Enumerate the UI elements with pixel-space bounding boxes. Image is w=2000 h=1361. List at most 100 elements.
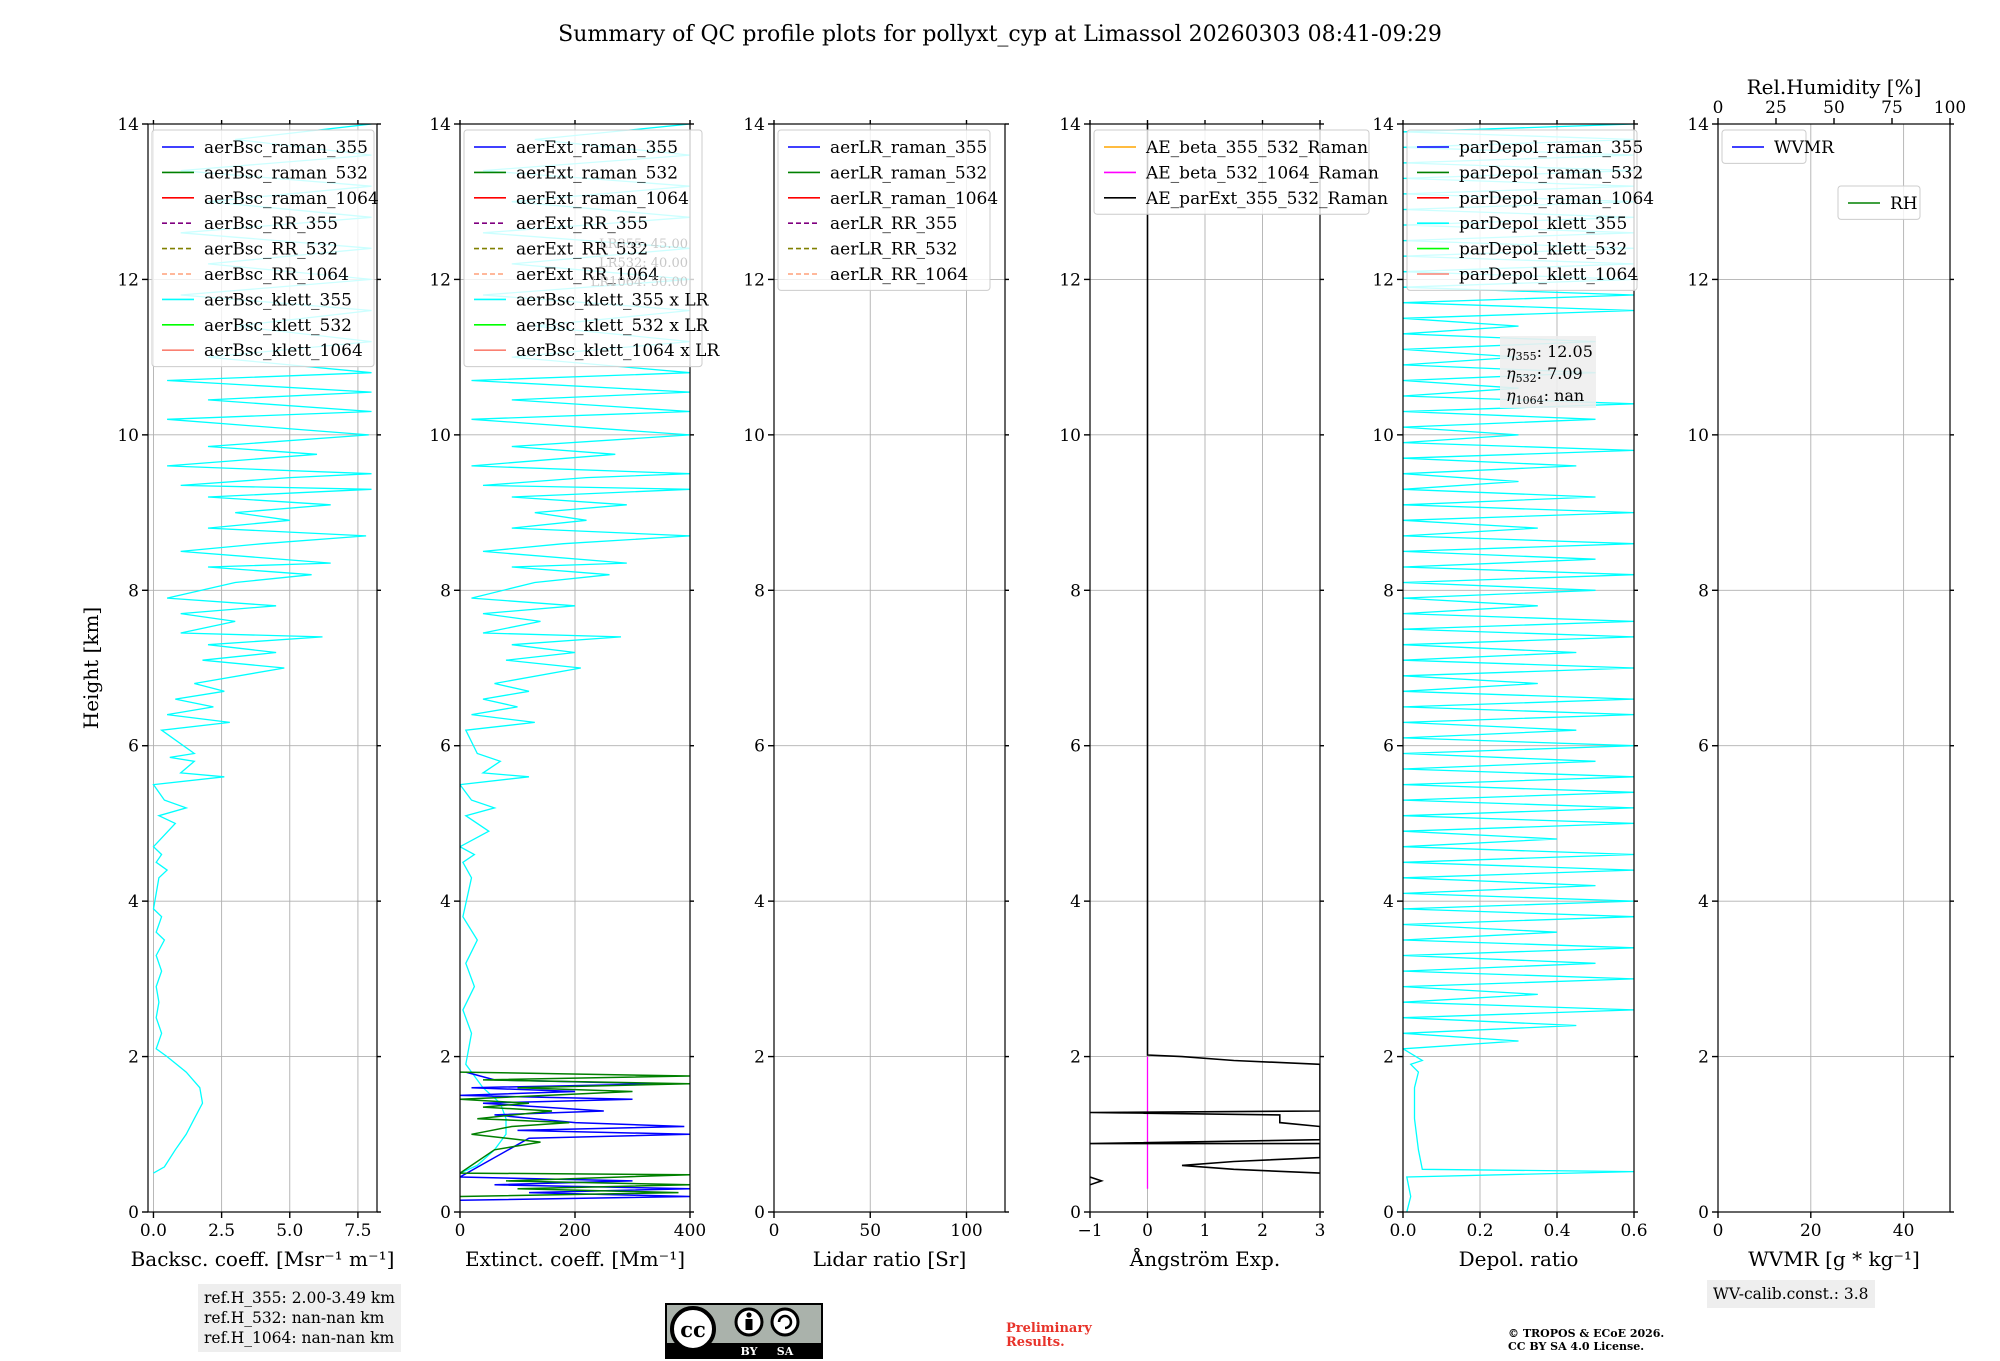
panel-depol: 0 2 4 6 8 10 12 14 0.0 0.2 0.4 0.6 Depol. ratio parDe… bbox=[1372, 115, 1654, 1271]
eta-annotation: η355: 12.05 bbox=[1506, 342, 1593, 363]
panel-backscatter: 0 2 4 6 8 10 12 14 0.0 2.5 5.0 7.5 Backsc. coeff. [M… bbox=[117, 115, 394, 1271]
ytick-label: 2 bbox=[754, 1048, 765, 1068]
x-axis-label: Depol. ratio bbox=[1459, 1247, 1579, 1271]
legend-depol: parDepol_raman_355 parDepol_raman_532 parD… bbox=[1406, 129, 1654, 291]
legend-wvmr: WVMR bbox=[1721, 129, 1835, 164]
eta-box-bg bbox=[1500, 336, 1596, 408]
legend-label: aerBsc_raman_355 bbox=[204, 138, 368, 158]
eta-value: : nan bbox=[1544, 386, 1585, 405]
ytick-label: 8 bbox=[440, 581, 451, 601]
legend-label: parDepol_klett_1064 bbox=[1459, 265, 1638, 285]
ytick-label: 4 bbox=[1070, 892, 1081, 912]
ytick-label: 8 bbox=[1383, 581, 1394, 601]
ytick-label: 12 bbox=[117, 270, 139, 290]
legend-label: aerBsc_klett_355 bbox=[204, 290, 352, 310]
legend-label: aerBsc_klett_532 x LR bbox=[516, 316, 710, 336]
eta-symbol: η bbox=[1506, 364, 1516, 383]
ytick-label: 6 bbox=[440, 737, 451, 757]
ytick-label: 14 bbox=[1372, 115, 1394, 135]
preliminary-note: Preliminary Results. bbox=[1006, 1322, 1092, 1350]
preliminary-line-2: Results. bbox=[1006, 1335, 1065, 1350]
ytick-label: 12 bbox=[1372, 270, 1394, 290]
legend-label: aerBsc_raman_532 bbox=[204, 163, 368, 183]
legend-label: parDepol_klett_532 bbox=[1459, 240, 1627, 260]
eta-value: : 12.05 bbox=[1537, 342, 1593, 361]
ytick-label: 14 bbox=[1687, 115, 1709, 135]
x-axis-label: Extinct. coeff. [Mm⁻¹] bbox=[465, 1247, 685, 1271]
legend-backscatter: aerBsc_raman_355 aerBsc_raman_532 aerBsc_r… bbox=[151, 129, 379, 368]
wv-calib-box: WV-calib.const.: 3.8 bbox=[1707, 1280, 1875, 1308]
legend-label: aerLR_RR_355 bbox=[830, 214, 957, 234]
eta-symbol: η bbox=[1506, 342, 1516, 361]
legend-label: aerBsc_klett_355 x LR bbox=[516, 290, 710, 310]
legend-label: aerLR_RR_1064 bbox=[830, 265, 968, 285]
ref-height-1064: ref.H_1064: nan-nan km bbox=[204, 1329, 395, 1347]
x-axis-label: WVMR [g * kg⁻¹] bbox=[1748, 1247, 1920, 1271]
xtick-label: 2 bbox=[1257, 1221, 1268, 1241]
legend-label: aerExt_RR_532 bbox=[516, 240, 648, 260]
legend-label: aerBsc_klett_532 bbox=[204, 316, 352, 336]
ytick-label: 0 bbox=[440, 1203, 451, 1223]
ytick-label: 6 bbox=[1383, 737, 1394, 757]
legend-label: parDepol_klett_355 bbox=[1459, 214, 1627, 234]
legend-label: AE_beta_532_1064_Raman bbox=[1145, 163, 1379, 183]
ytick-label: 4 bbox=[754, 892, 765, 912]
wv-calib-text: WV-calib.const.: 3.8 bbox=[1713, 1285, 1869, 1303]
xtick-label: 0.0 bbox=[140, 1221, 167, 1241]
x-axis-label: Backsc. coeff. [Msr⁻¹ m⁻¹] bbox=[131, 1247, 395, 1271]
ytick-label: 8 bbox=[1698, 581, 1709, 601]
legend-frame bbox=[151, 129, 375, 368]
xtick-label: 1 bbox=[1200, 1221, 1211, 1241]
cc-by-label: BY bbox=[741, 1345, 758, 1358]
top-xtick-label: 50 bbox=[1823, 98, 1845, 118]
legend-frame bbox=[777, 129, 991, 291]
legend-label: aerExt_RR_1064 bbox=[516, 265, 659, 285]
eta-subscript: 532 bbox=[1516, 372, 1537, 385]
plot-frame bbox=[147, 123, 378, 1213]
ref-height-532: ref.H_532: nan-nan km bbox=[204, 1309, 385, 1327]
ytick-label: 6 bbox=[1070, 737, 1081, 757]
xtick-label: 50 bbox=[859, 1221, 881, 1241]
x-axis-label: Ångström Exp. bbox=[1129, 1246, 1280, 1271]
ytick-label: 8 bbox=[1070, 581, 1081, 601]
ytick-label: 12 bbox=[1687, 270, 1709, 290]
ytick-label: 0 bbox=[128, 1203, 139, 1223]
cc-logo-icon bbox=[670, 1306, 716, 1352]
series-aerExt_raman_532 bbox=[460, 1071, 690, 1198]
preliminary-line-1: Preliminary bbox=[1006, 1321, 1092, 1336]
y-axis-label: Height [km] bbox=[79, 607, 103, 729]
top-xtick-label: 100 bbox=[1934, 98, 1966, 118]
top-xtick-label: 0 bbox=[1713, 98, 1724, 118]
legend-label: parDepol_raman_532 bbox=[1459, 163, 1643, 183]
legend-extinction: aerExt_raman_355 aerExt_raman_532 aerExt_r… bbox=[463, 129, 720, 368]
ytick-label: 0 bbox=[754, 1203, 765, 1223]
ytick-label: 4 bbox=[128, 892, 139, 912]
ytick-label: 12 bbox=[743, 270, 765, 290]
xtick-label: 0 bbox=[769, 1221, 780, 1241]
xtick-label: 0 bbox=[1713, 1221, 1724, 1241]
legend-label: aerBsc_RR_532 bbox=[204, 240, 338, 260]
legend-label: parDepol_raman_1064 bbox=[1459, 189, 1654, 209]
xtick-label: 200 bbox=[559, 1221, 591, 1241]
xtick-label: 0 bbox=[1142, 1221, 1153, 1241]
eta-value: : 7.09 bbox=[1537, 364, 1583, 383]
eta-annotation: η532: 7.09 bbox=[1506, 364, 1583, 385]
reference-height-box: ref.H_355: 2.00-3.49 km ref.H_532: nan-n… bbox=[198, 1284, 401, 1352]
panel-lidar_ratio: 0 2 4 6 8 10 12 14 0 50 100 Lidar ratio [Sr] aerLR_r… bbox=[743, 115, 1009, 1271]
legend-label: parDepol_raman_355 bbox=[1459, 138, 1643, 158]
ytick-label: 10 bbox=[1687, 426, 1709, 446]
share-alike-icon bbox=[770, 1307, 800, 1337]
xtick-label: 0.0 bbox=[1389, 1221, 1416, 1241]
ytick-label: 10 bbox=[117, 426, 139, 446]
ytick-label: 4 bbox=[1698, 892, 1709, 912]
copyright-line-1: © TROPOS & ECoE 2026. bbox=[1508, 1327, 1665, 1340]
ytick-label: 6 bbox=[1698, 737, 1709, 757]
legend-label: aerExt_raman_1064 bbox=[516, 189, 689, 209]
legend-label: aerLR_RR_532 bbox=[830, 240, 957, 260]
ytick-label: 8 bbox=[754, 581, 765, 601]
ytick-label: 8 bbox=[128, 581, 139, 601]
ytick-label: 0 bbox=[1698, 1203, 1709, 1223]
